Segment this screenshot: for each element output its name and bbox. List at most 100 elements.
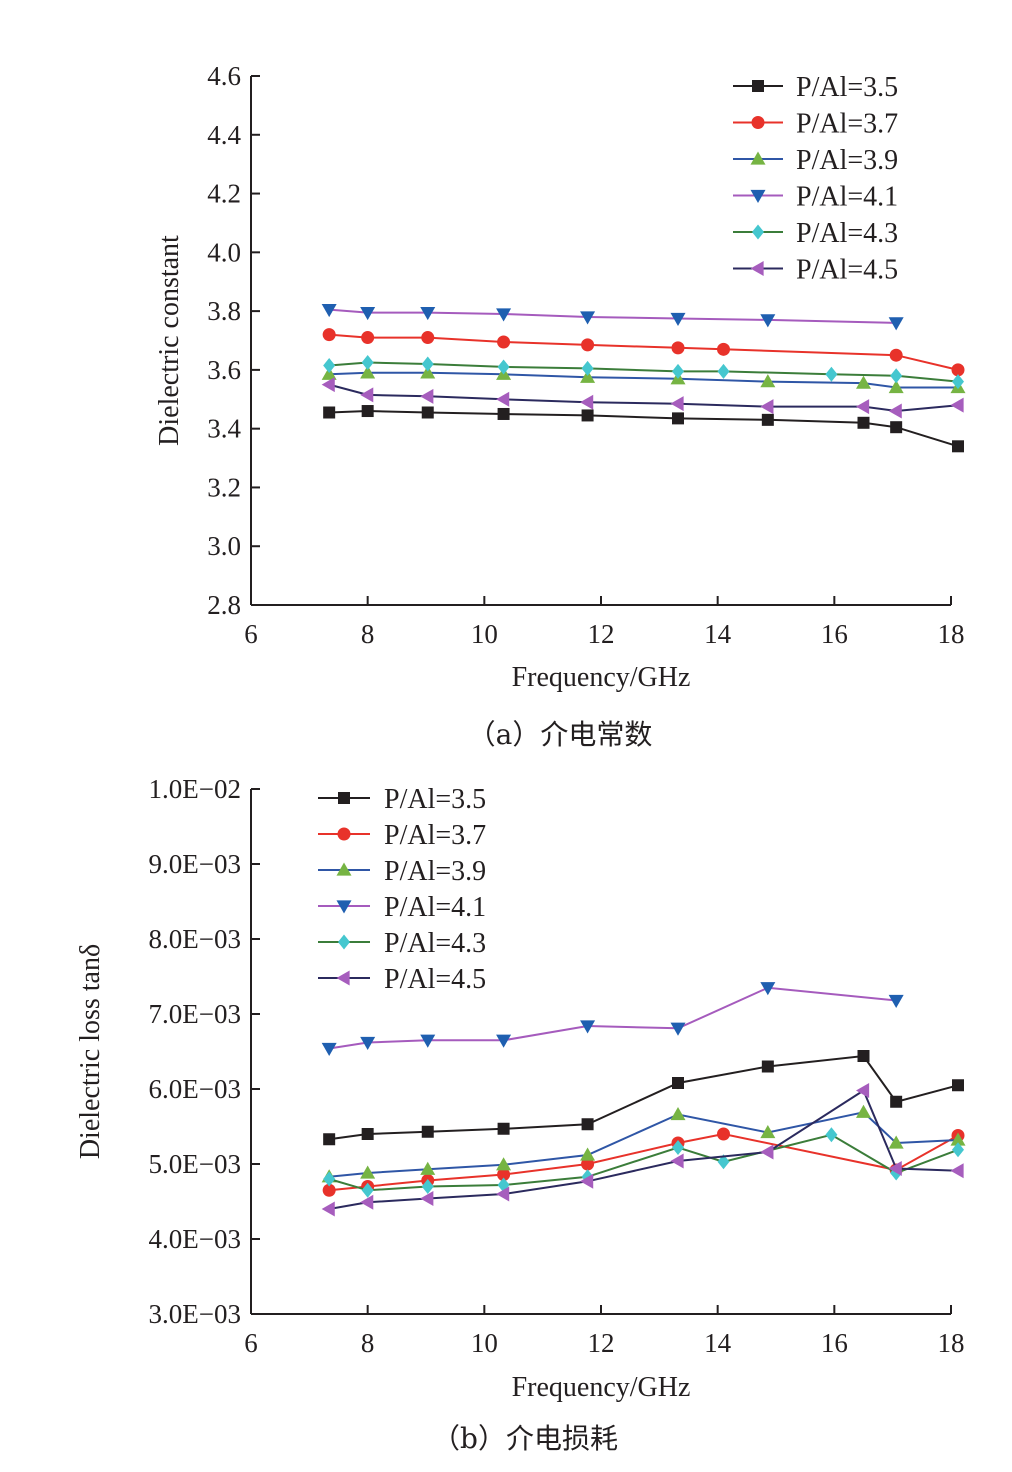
y-tick-label: 3.2 — [207, 472, 241, 502]
figure-caption: （a）介电常数 — [468, 718, 653, 751]
x-tick-label: 12 — [588, 1328, 615, 1358]
data-point — [421, 406, 434, 419]
data-point — [717, 1127, 730, 1141]
y-axis-title: Dielectric loss tanδ — [75, 944, 106, 1159]
data-point — [323, 406, 336, 419]
data-point — [496, 391, 510, 407]
x-tick-label: 16 — [821, 619, 848, 649]
data-point — [760, 399, 774, 415]
data-point — [421, 331, 435, 345]
data-point — [420, 1191, 434, 1206]
data-point — [321, 1042, 337, 1056]
data-point — [760, 374, 776, 388]
series-line — [329, 361, 959, 383]
series-line — [329, 1089, 959, 1210]
legend-marker — [336, 862, 352, 876]
data-point — [497, 1122, 510, 1135]
legend-label: P/Al=4.3 — [384, 928, 486, 959]
data-point — [950, 1163, 964, 1179]
data-point — [420, 1034, 436, 1048]
data-point — [890, 1095, 903, 1108]
x-tick-label: 6 — [244, 1328, 258, 1358]
y-tick-label: 8.0E−03 — [149, 924, 241, 954]
x-axis-title: Frequency/GHz — [512, 662, 691, 693]
series-line — [329, 308, 897, 324]
data-point — [890, 368, 903, 384]
data-point — [321, 1201, 335, 1217]
data-point — [323, 1133, 336, 1146]
data-point — [420, 306, 436, 321]
y-tick-label: 4.0 — [207, 237, 241, 267]
x-tick-label: 18 — [938, 1328, 965, 1358]
data-point — [760, 1144, 774, 1160]
data-point — [581, 409, 594, 422]
legend-marker — [752, 80, 764, 92]
data-point — [360, 365, 376, 379]
data-point — [323, 1171, 336, 1187]
data-point — [890, 421, 903, 434]
series-line — [329, 986, 897, 1050]
y-tick-label: 4.2 — [207, 179, 241, 209]
legend-marker — [338, 792, 350, 804]
y-tick-label: 5.0E−03 — [149, 1149, 241, 1179]
data-point — [888, 403, 902, 419]
legend-label: P/Al=3.5 — [384, 784, 486, 815]
data-point — [889, 348, 903, 362]
x-tick-label: 8 — [361, 1328, 375, 1358]
series-p-al-3-5 — [323, 405, 964, 453]
legend-label: P/Al=4.1 — [796, 182, 898, 213]
data-point — [670, 1022, 686, 1036]
data-point — [670, 312, 686, 326]
data-point — [952, 440, 964, 453]
data-point — [323, 357, 336, 373]
data-point — [580, 394, 594, 410]
data-point — [361, 355, 374, 371]
legend-marker — [751, 116, 765, 129]
legend-label: P/Al=3.5 — [796, 72, 898, 103]
data-point — [420, 388, 434, 404]
x-tick-label: 10 — [471, 619, 498, 649]
data-point — [581, 1118, 594, 1131]
series-p-al-4-1 — [321, 304, 904, 331]
data-point — [670, 1153, 684, 1169]
x-tick-label: 18 — [938, 619, 965, 649]
series-p-al-3-5 — [323, 1050, 964, 1146]
data-point — [761, 1060, 774, 1073]
data-point — [760, 1125, 776, 1139]
data-point — [321, 377, 335, 393]
data-point — [856, 1083, 870, 1098]
data-point — [952, 1079, 964, 1092]
data-point — [421, 1179, 434, 1194]
data-point — [581, 338, 595, 352]
data-point — [580, 369, 596, 383]
data-point — [321, 304, 337, 318]
data-point — [322, 1183, 336, 1197]
legend-marker — [337, 827, 351, 841]
x-tick-label: 8 — [361, 619, 375, 649]
series-p-al-4-3 — [323, 355, 964, 390]
series-line — [329, 1054, 959, 1141]
data-point — [421, 1125, 434, 1138]
data-point — [857, 416, 870, 429]
y-tick-label: 4.6 — [207, 61, 241, 91]
legend-marker — [750, 261, 764, 276]
chart-panel-a: 2.8 3.0 3.2 3.4 3.6 3.8 4.0 4.2 4.4 4.6 6 8 10 12 14 16… — [154, 61, 966, 751]
series-line — [329, 1111, 959, 1178]
figure-caption: （b）介电损耗 — [432, 1422, 618, 1455]
data-point — [856, 1104, 871, 1118]
data-point — [760, 982, 776, 996]
data-point — [672, 363, 684, 379]
y-tick-label: 6.0E−03 — [149, 1074, 241, 1104]
data-point — [497, 359, 510, 375]
data-point — [717, 342, 730, 356]
data-point — [360, 1194, 374, 1210]
x-tick-label: 12 — [588, 619, 615, 649]
x-tick-label: 16 — [821, 1328, 848, 1358]
data-point — [360, 306, 376, 321]
legend-label: P/Al=4.5 — [384, 964, 486, 995]
legend-label: P/Al=3.7 — [384, 820, 486, 851]
data-point — [497, 1168, 511, 1181]
x-tick-label: 10 — [471, 1328, 498, 1358]
data-point — [888, 994, 904, 1008]
